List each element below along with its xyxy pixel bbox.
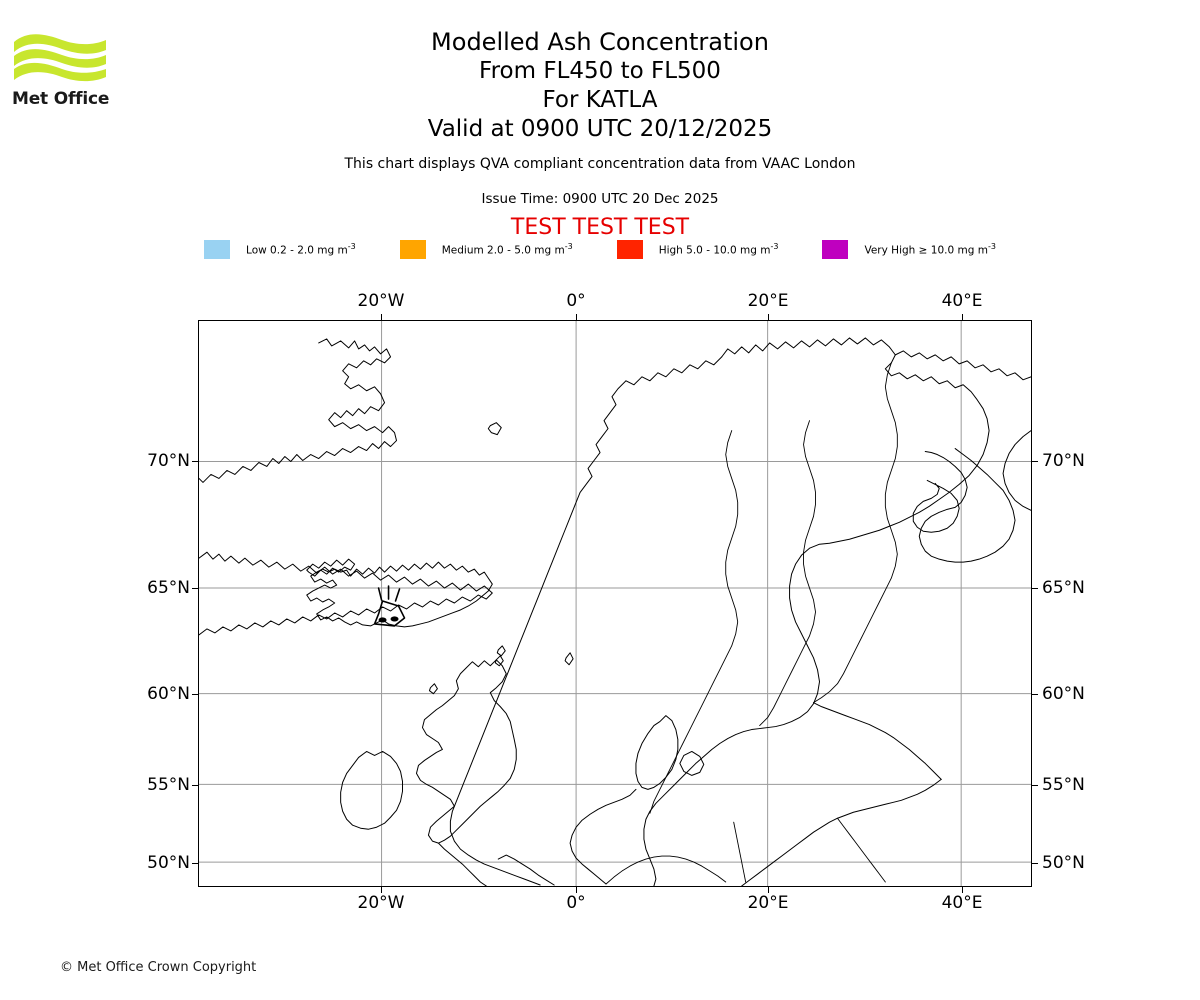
lon-label-top-20W: 20°W [357, 291, 405, 311]
met-office-logo: Met Office [12, 28, 112, 113]
coastline-baltic-russia [813, 702, 942, 780]
coastline-jan-mayen [487, 422, 502, 436]
coastline-germany-netherlands [569, 788, 637, 885]
border-norway-sweden [649, 430, 739, 814]
map-frame[interactable] [198, 320, 1032, 887]
title-line-1: Modelled Ash Concentration [431, 28, 769, 56]
border-poland-germany [733, 821, 747, 883]
coastline-kola-inlet [912, 479, 960, 533]
legend-label-low: Low 0.2 - 2.0 mg m-3 [246, 242, 356, 257]
lon-label-top-20E: 20°E [747, 291, 789, 311]
copyright-notice: © Met Office Crown Copyright [60, 960, 257, 975]
tick-bottom-40E [962, 887, 963, 893]
coastline-hebrides [428, 683, 438, 695]
tick-bottom-0 [576, 887, 577, 893]
border-finland-russia [813, 362, 898, 704]
katla-volcano-marker[interactable] [373, 585, 406, 627]
tick-right-65N [1032, 588, 1038, 589]
tick-left-60N [192, 694, 198, 695]
lon-label-bottom-0: 0° [566, 893, 586, 913]
title-line-2: From FL450 to FL500 [479, 58, 721, 84]
met-office-wordmark: Met Office [12, 89, 110, 109]
coastline-iceland [306, 561, 493, 628]
lat-label-right-70N: 70°N [1042, 451, 1085, 471]
issue-time: Issue Time: 0900 UTC 20 Dec 2025 [481, 191, 719, 207]
tick-bottom-20E [768, 887, 769, 893]
tick-top-0 [576, 314, 577, 320]
lat-label-left-50N: 50°N [147, 853, 190, 873]
legend-entry-medium: Medium 2.0 - 5.0 mg m-3 [399, 240, 573, 259]
tick-left-50N [192, 863, 198, 864]
lat-label-left-60N: 60°N [147, 684, 190, 704]
lat-label-left-65N: 65°N [147, 578, 190, 598]
tick-top-20E [768, 314, 769, 320]
legend-entry-high: High 5.0 - 10.0 mg m-3 [616, 240, 779, 259]
coastline-denmark-jutland [635, 715, 679, 790]
lat-label-right-50N: 50°N [1042, 853, 1085, 873]
coastline-shetland [564, 652, 574, 666]
legend-swatch-high [616, 240, 643, 259]
coastline-denmark-islands [679, 750, 705, 776]
page-title: Modelled Ash Concentration From FL450 to… [0, 28, 1200, 144]
lat-label-left-70N: 70°N [147, 451, 190, 471]
tick-top-40E [962, 314, 963, 320]
border-baltic-states [837, 817, 886, 883]
coastline-russia-east [1002, 430, 1031, 511]
coastline-norway-west [449, 356, 723, 886]
coastline-baltic-south [741, 778, 942, 886]
coastline-greenland-south [199, 551, 493, 636]
coastline-orkney [494, 655, 504, 667]
coastline-white-sea [918, 448, 1016, 563]
lat-label-left-55N: 55°N [147, 775, 190, 795]
tick-bottom-20W [381, 887, 382, 893]
tick-left-65N [192, 588, 198, 589]
tick-right-70N [1032, 461, 1038, 462]
lon-label-bottom-40E: 40°E [941, 893, 983, 913]
tick-left-55N [192, 785, 198, 786]
coastline-iceland-westfjords [306, 558, 356, 577]
legend-label-high: High 5.0 - 10.0 mg m-3 [658, 242, 779, 257]
lat-label-right-60N: 60°N [1042, 684, 1085, 704]
coastline-greenland [199, 338, 398, 483]
met-office-logo-mark [14, 34, 106, 82]
tick-right-50N [1032, 863, 1038, 864]
legend-label-very-high: Very High ≥ 10.0 mg m-3 [864, 242, 996, 257]
lat-label-right-65N: 65°N [1042, 578, 1085, 598]
legend-label-medium: Medium 2.0 - 5.0 mg m-3 [441, 242, 573, 257]
lon-label-top-40E: 40°E [941, 291, 983, 311]
lon-label-top-0: 0° [566, 291, 586, 311]
coastline-ireland [340, 750, 404, 830]
map-canvas[interactable] [199, 321, 1031, 886]
lon-label-bottom-20W: 20°W [357, 893, 405, 913]
legend-swatch-very-high [822, 240, 849, 259]
test-banner: TEST TEST TEST [510, 215, 690, 240]
title-line-3: For KATLA [542, 87, 658, 113]
border-central-europe [605, 855, 727, 885]
tick-right-60N [1032, 694, 1038, 695]
legend-entry-low: Low 0.2 - 2.0 mg m-3 [204, 240, 356, 259]
lat-label-right-55N: 55°N [1042, 775, 1085, 795]
legend-swatch-medium [399, 240, 426, 259]
border-sweden-finland [759, 420, 816, 727]
map-container[interactable] [192, 314, 1038, 893]
coastline-faroe-islands [496, 645, 506, 657]
tick-top-20W [381, 314, 382, 320]
legend-entry-very-high: Very High ≥ 10.0 mg m-3 [822, 240, 996, 259]
tick-left-70N [192, 461, 198, 462]
legend-swatch-low [204, 240, 231, 259]
lon-label-bottom-20E: 20°E [747, 893, 789, 913]
coastline-channel [497, 854, 555, 886]
title-line-4: Valid at 0900 UTC 20/12/2025 [427, 116, 773, 142]
coastline-russia-north [894, 350, 1031, 381]
tick-right-55N [1032, 785, 1038, 786]
coastline-great-britain [415, 659, 517, 844]
concentration-legend: Low 0.2 - 2.0 mg m-3 Medium 2.0 - 5.0 mg… [0, 240, 1200, 259]
chart-subtitle: This chart displays QVA compliant concen… [344, 156, 856, 172]
coastline-france-north [437, 842, 487, 886]
coastline-scandinavia [643, 337, 990, 886]
